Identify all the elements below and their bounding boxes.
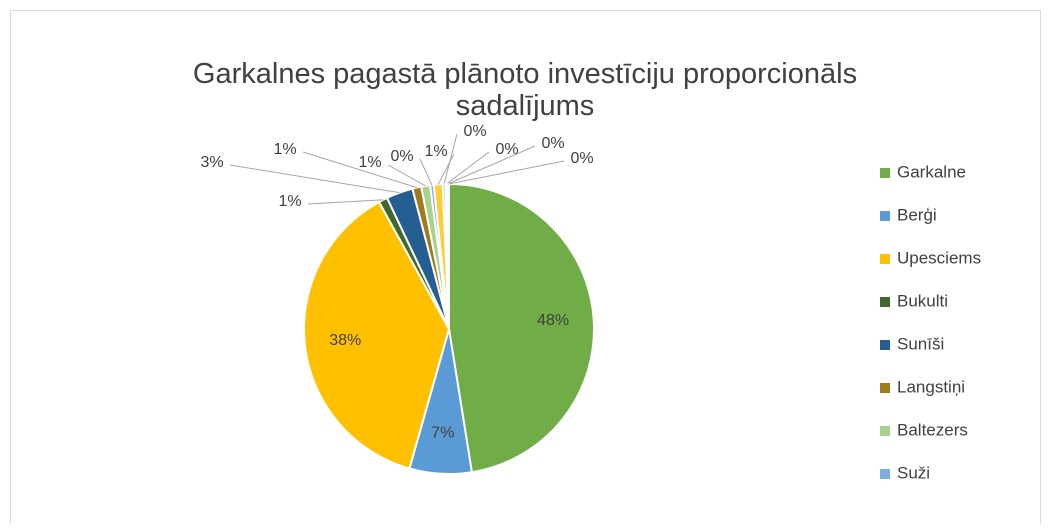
data-label: 0% [463, 123, 486, 140]
legend-label: Bukulti [897, 291, 948, 310]
legend-swatch [880, 340, 890, 350]
data-label: 48% [537, 312, 569, 329]
leader-line [445, 151, 490, 185]
data-label: 0% [495, 141, 518, 158]
leader-line [448, 160, 565, 185]
data-label: 1% [273, 141, 296, 158]
legend-label: Garkalne [897, 162, 966, 181]
legend-label: Sunīši [897, 334, 944, 353]
legend-swatch [880, 254, 890, 264]
data-label: 1% [358, 154, 381, 171]
data-label: 7% [431, 424, 454, 441]
data-label: 1% [278, 193, 301, 210]
legend-swatch [880, 297, 890, 307]
legend-label: Suži [897, 463, 930, 482]
data-label: 1% [424, 143, 447, 160]
leader-line [447, 145, 536, 185]
chart-title: Garkalnes pagastā plānoto investīciju pr… [193, 58, 857, 122]
legend-swatch [880, 426, 890, 436]
legend-label: Baltezers [897, 420, 968, 439]
legend-label: Berģi [897, 205, 937, 224]
leader-line [419, 158, 433, 186]
leader-line [387, 164, 426, 187]
leader-line [443, 133, 458, 185]
data-label: 0% [390, 148, 413, 165]
data-label: 0% [541, 135, 564, 152]
legend-swatch [880, 168, 890, 178]
data-label: 38% [329, 332, 361, 349]
leader-line [302, 151, 417, 189]
legend-swatch [880, 211, 890, 221]
data-label: 3% [200, 154, 223, 171]
leader-line [437, 153, 455, 185]
pie-slice [303, 200, 451, 470]
legend-swatch [880, 383, 890, 393]
leader-line [307, 199, 384, 205]
leader-line [229, 164, 400, 194]
pie-slice [447, 182, 450, 330]
legend-label: Upesciems [897, 248, 981, 267]
pie-slice [448, 182, 595, 474]
data-label: 0% [570, 150, 593, 167]
legend-swatch [880, 469, 890, 479]
legend-label: Langstiņi [897, 377, 965, 396]
